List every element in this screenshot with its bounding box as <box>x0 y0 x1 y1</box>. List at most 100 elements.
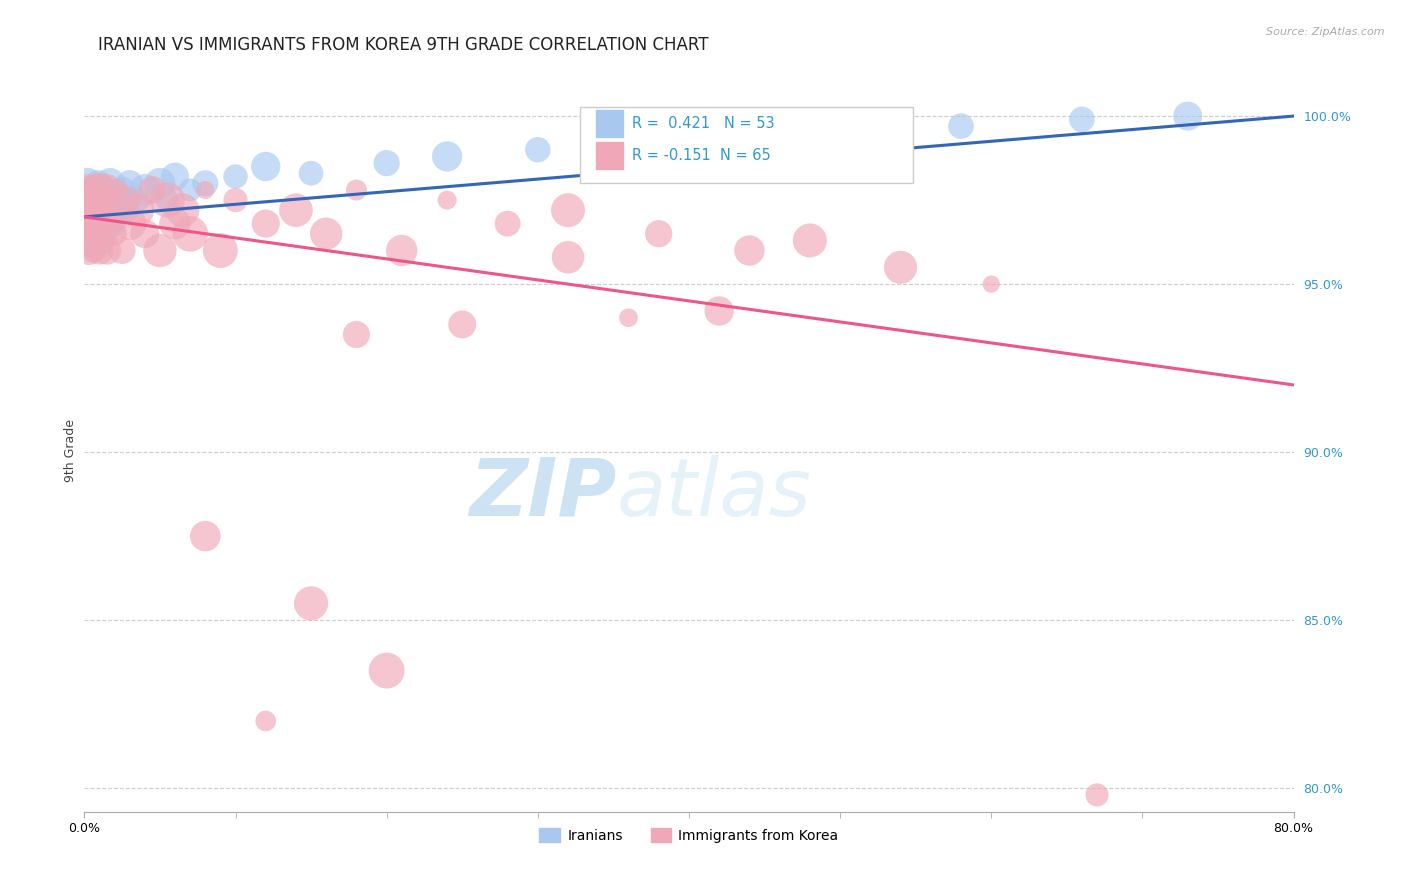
Text: Source: ZipAtlas.com: Source: ZipAtlas.com <box>1267 27 1385 37</box>
Point <box>89 183 111 197</box>
Point <box>111 183 134 197</box>
Point <box>79 236 101 251</box>
Text: IRANIAN VS IMMIGRANTS FROM KOREA 9TH GRADE CORRELATION CHART: IRANIAN VS IMMIGRANTS FROM KOREA 9TH GRA… <box>98 36 709 54</box>
Point <box>82 244 104 258</box>
Point <box>149 176 172 190</box>
Point <box>97 193 120 207</box>
Point <box>172 203 194 218</box>
Point <box>75 193 97 207</box>
Point <box>76 227 98 241</box>
Point <box>1085 788 1108 802</box>
Point <box>1071 112 1094 127</box>
Point <box>156 193 179 207</box>
Point <box>179 227 201 241</box>
Point <box>346 183 368 197</box>
Point <box>254 160 277 174</box>
Point <box>118 176 141 190</box>
Point <box>602 136 624 150</box>
Point <box>86 227 108 241</box>
Point <box>738 244 761 258</box>
Point <box>709 129 731 144</box>
Point <box>436 193 458 207</box>
Point <box>90 217 112 231</box>
Point <box>890 260 912 275</box>
Point <box>557 203 579 218</box>
Point <box>76 176 98 190</box>
Point <box>84 183 107 197</box>
Point <box>86 203 108 218</box>
Point <box>111 244 134 258</box>
Point <box>98 176 121 190</box>
Point <box>346 327 368 342</box>
Point <box>80 193 103 207</box>
Text: ZIP: ZIP <box>470 455 616 533</box>
Point <box>89 193 111 207</box>
Point <box>496 217 519 231</box>
Point <box>104 193 127 207</box>
Point <box>104 227 127 241</box>
Point <box>96 203 118 218</box>
Point <box>87 183 110 197</box>
Point <box>93 227 115 241</box>
Point <box>194 176 217 190</box>
Point <box>115 193 138 207</box>
Point <box>89 244 111 258</box>
Point <box>950 119 973 133</box>
Point <box>134 227 156 241</box>
Point <box>194 183 217 197</box>
Point <box>80 217 103 231</box>
Point <box>90 210 112 224</box>
Point <box>107 210 129 224</box>
Point <box>87 176 110 190</box>
Point <box>91 236 114 251</box>
FancyBboxPatch shape <box>581 107 912 183</box>
Point <box>557 250 579 264</box>
Point <box>141 183 163 197</box>
Point <box>97 193 120 207</box>
Point <box>91 193 114 207</box>
Point <box>100 217 122 231</box>
Point <box>254 714 277 728</box>
Point <box>225 169 247 184</box>
Point <box>299 596 322 610</box>
Point <box>80 183 103 197</box>
Point <box>75 217 97 231</box>
Point <box>107 183 129 197</box>
Text: R =  0.421   N = 53: R = 0.421 N = 53 <box>633 116 775 131</box>
Point <box>375 156 398 170</box>
Point <box>77 227 100 241</box>
FancyBboxPatch shape <box>595 109 624 137</box>
Point <box>149 244 172 258</box>
Point <box>79 217 101 231</box>
Point <box>830 122 852 136</box>
Point <box>209 244 232 258</box>
Point <box>80 203 103 218</box>
Point <box>84 217 107 231</box>
Point <box>89 227 111 241</box>
Point <box>179 183 201 197</box>
Point <box>76 210 98 224</box>
Point <box>648 227 671 241</box>
Point <box>436 149 458 163</box>
Text: atlas: atlas <box>616 455 811 533</box>
Text: R = -0.151  N = 65: R = -0.151 N = 65 <box>633 148 770 163</box>
Point <box>91 203 114 218</box>
Point <box>96 244 118 258</box>
Point <box>86 193 108 207</box>
Point <box>1177 109 1199 123</box>
Point <box>375 664 398 678</box>
Point <box>225 193 247 207</box>
Point <box>77 244 100 258</box>
Point <box>617 310 640 325</box>
Point <box>165 169 187 184</box>
Point <box>87 203 110 218</box>
Point <box>93 183 115 197</box>
Point <box>80 210 103 224</box>
Point <box>79 193 101 207</box>
Point <box>127 193 149 207</box>
Point <box>82 227 104 241</box>
Point <box>76 203 98 218</box>
FancyBboxPatch shape <box>595 141 624 170</box>
Point <box>299 166 322 180</box>
Point <box>79 183 101 197</box>
